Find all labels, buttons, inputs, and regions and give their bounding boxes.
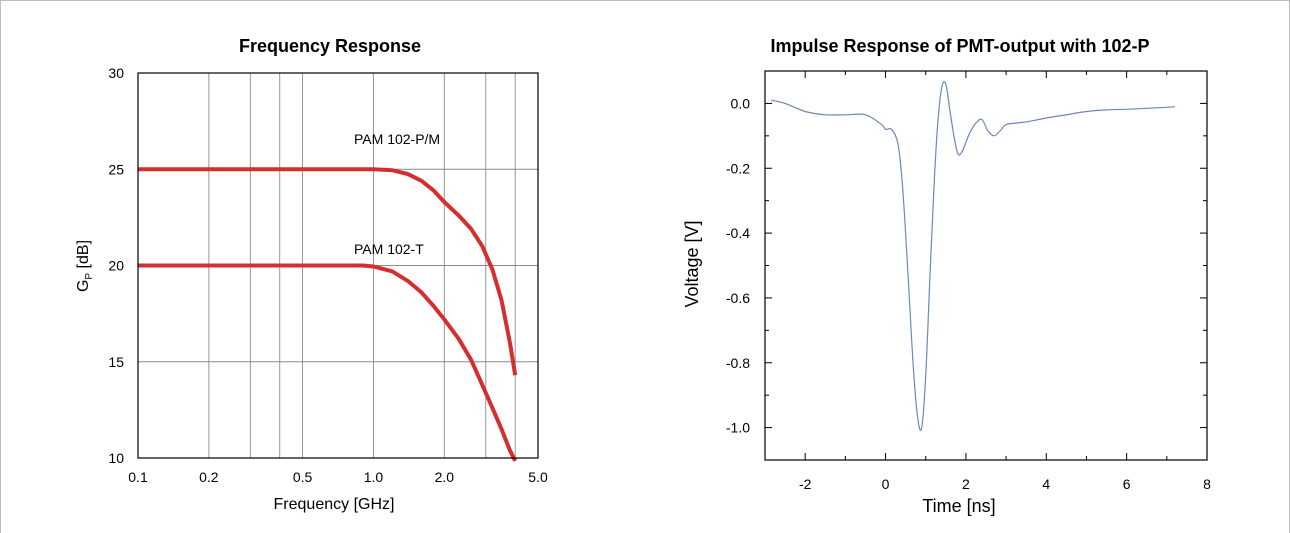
- x-tick-label: 5.0: [528, 469, 548, 485]
- y-tick-label: 15: [108, 354, 124, 370]
- y-tick-label: 20: [108, 258, 124, 274]
- y-axis-label-unit: [dB]: [75, 240, 92, 273]
- x-tick-label: 0.1: [128, 469, 148, 485]
- y-axis-label-sub: P: [84, 273, 95, 280]
- plot-area-border: [137, 72, 539, 459]
- y-axis-label-main: G: [75, 280, 92, 292]
- chart-title: Frequency Response: [239, 36, 421, 56]
- series-line-1: [138, 263, 517, 462]
- x-tick-label: 2.0: [435, 469, 455, 485]
- y-tick-label: -0.4: [726, 225, 750, 241]
- x-tick-label: 1.0: [364, 469, 384, 485]
- y-tick-labels: 10 15 20 25 30: [108, 65, 124, 466]
- x-tick-label: 2: [962, 476, 970, 492]
- frequency-response-chart: Frequency Response 0.1 0.2 0.5 1.0 2.0 5.0 10…: [75, 36, 548, 513]
- x-tick-label: 0.5: [293, 469, 313, 485]
- x-axis-label: Frequency [GHz]: [274, 496, 395, 513]
- series-group: [770, 81, 1175, 431]
- y-tick-label: 0.0: [731, 95, 751, 111]
- x-tick-label: 0.2: [199, 469, 219, 485]
- x-tick-labels: -2 0 2 4 6 8: [799, 476, 1211, 492]
- frame-top-border: [0, 0, 1290, 1]
- y-tick-label: 10: [108, 450, 124, 466]
- series-group: [138, 167, 518, 462]
- x-axis-label: Time [ns]: [922, 496, 995, 516]
- y-tick-label: 25: [108, 161, 124, 177]
- y-tick-label: -0.2: [726, 160, 750, 176]
- y-tick-labels: 0.0 -0.2 -0.4 -0.6 -0.8 -1.0: [726, 95, 750, 435]
- frame-left-border: [0, 0, 1, 533]
- y-axis-label: Voltage [V]: [682, 220, 702, 307]
- x-tick-label: 0: [882, 476, 890, 492]
- y-tick-label: 30: [108, 65, 124, 81]
- chart-title: Impulse Response of PMT-output with 102-…: [770, 36, 1149, 56]
- x-tick-labels: 0.1 0.2 0.5 1.0 2.0 5.0: [128, 469, 548, 485]
- y-tick-label: -1.0: [726, 420, 750, 436]
- annotation-pam-102-t: PAM 102-T: [354, 241, 424, 257]
- series-line-0: [138, 167, 518, 376]
- impulse-response-chart: Impulse Response of PMT-output with 102-…: [682, 36, 1211, 516]
- x-tick-label: 4: [1042, 476, 1050, 492]
- y-axis-label: GP [dB]: [75, 240, 95, 292]
- y-tick-label: -0.6: [726, 290, 750, 306]
- series-line-0: [770, 81, 1175, 431]
- plot-area-border: [764, 70, 1208, 461]
- annotation-pam-102-pm: PAM 102-P/M: [354, 131, 440, 147]
- tick-marks: [764, 70, 1208, 461]
- x-tick-label: 6: [1123, 476, 1131, 492]
- x-tick-label: -2: [799, 476, 812, 492]
- y-tick-label: -0.8: [726, 355, 750, 371]
- x-tick-label: 8: [1203, 476, 1211, 492]
